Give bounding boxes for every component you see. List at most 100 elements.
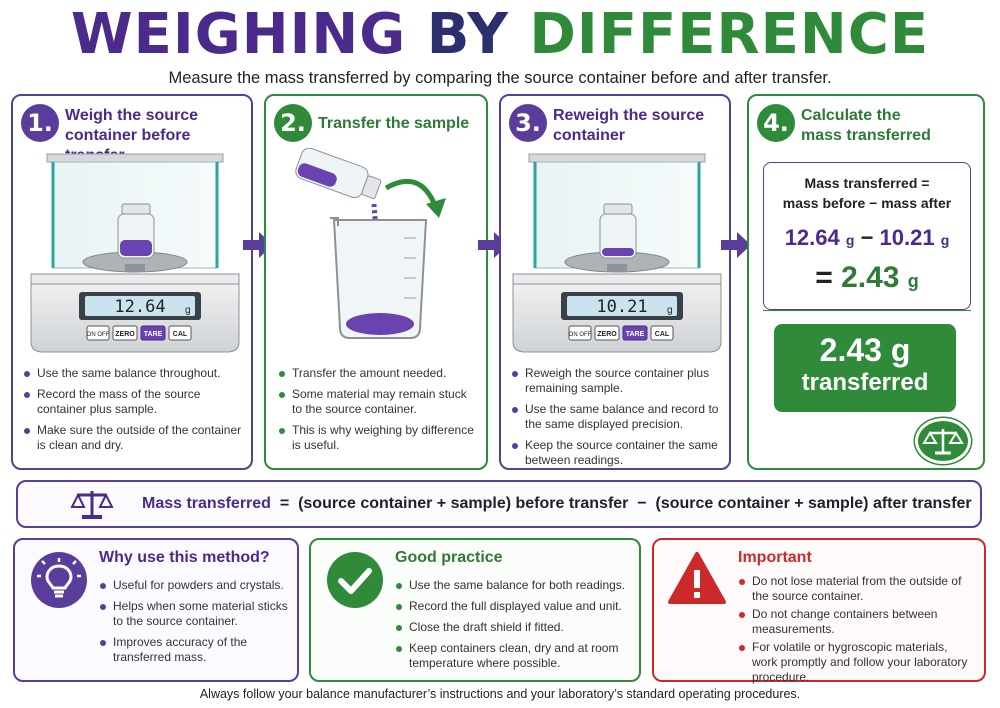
formula-after: (source container + sample) after transf… bbox=[655, 495, 972, 512]
calc-result-unit: g bbox=[907, 271, 919, 291]
why-panel: Why use this method? Useful for powders … bbox=[13, 538, 299, 682]
zero-button: ZERO bbox=[597, 331, 617, 338]
formula-minus: − bbox=[637, 495, 647, 512]
page-subtitle: Measure the mass transferred by comparin… bbox=[168, 69, 832, 87]
step-3-card: 3. Reweigh the source container 10.21 g … bbox=[499, 94, 731, 470]
title-word-3: DIFFERENCE bbox=[529, 2, 930, 67]
step-3-title-line1: Reweigh the source bbox=[553, 107, 705, 124]
step-4-title-line1: Calculate the bbox=[801, 107, 901, 124]
step-1-title-line1: Weigh the source bbox=[65, 107, 199, 124]
step-3-number: 3. bbox=[509, 104, 547, 142]
step-4-number: 4. bbox=[757, 104, 795, 142]
tare-button: TARE bbox=[144, 331, 163, 338]
list-item: Use the same balance for both readings. bbox=[395, 578, 631, 593]
result-label: transferred bbox=[801, 369, 929, 396]
list-item: Use the same balance and record to the s… bbox=[511, 402, 721, 432]
vial-icon bbox=[117, 203, 155, 259]
transfer-illustration bbox=[295, 148, 446, 339]
balance-scale-icon bbox=[70, 491, 114, 519]
balance-1-reading: 12.64 bbox=[114, 297, 165, 317]
arrow-right-icon bbox=[721, 232, 751, 258]
list-item: Improves accuracy of the transferred mas… bbox=[99, 635, 289, 665]
formula-equals: = bbox=[279, 495, 290, 512]
step-1-number: 1. bbox=[21, 104, 59, 142]
good-practice-title: Good practice bbox=[395, 549, 503, 566]
footer-note: Always follow your balance manufacturer’… bbox=[199, 687, 801, 701]
list-item: For volatile or hygroscopic materials, w… bbox=[738, 640, 976, 685]
list-item: Record the mass of the source container … bbox=[23, 387, 243, 417]
step-4-title: Calculate the mass transferred bbox=[801, 106, 977, 146]
step-1-card: 1. Weigh the source container before tra… bbox=[11, 94, 253, 470]
scale-icon bbox=[915, 418, 971, 464]
calc-unit: g bbox=[845, 232, 855, 248]
list-item: Some material may remain stuck to the so… bbox=[278, 387, 478, 417]
vial-icon bbox=[599, 203, 637, 259]
step-3-title: Reweigh the source container bbox=[553, 106, 723, 146]
list-item: Useful for powders and crystals. bbox=[99, 578, 289, 593]
why-title: Why use this method? bbox=[99, 549, 270, 566]
calc-label-line1: Mass transferred = bbox=[804, 175, 930, 191]
calc-after-value: 10.21 bbox=[879, 225, 935, 250]
result-badge: 2.43 g transferred bbox=[774, 324, 956, 412]
list-item: Make sure the outside of the container i… bbox=[23, 423, 243, 453]
list-item: Record the full displayed value and unit… bbox=[395, 599, 631, 614]
list-item: Helps when some material sticks to the s… bbox=[99, 599, 289, 629]
balance-3-unit: g bbox=[667, 305, 673, 316]
good-practice-panel: Good practice Use the same balance for b… bbox=[309, 538, 641, 682]
step-2-card: 2. Transfer the sample Transfer the amou… bbox=[264, 94, 488, 470]
list-item: Use the same balance throughout. bbox=[23, 366, 243, 381]
formula-bar: Mass transferred = (source container + s… bbox=[16, 480, 982, 528]
calculation-box: Mass transferred = mass before − mass af… bbox=[763, 162, 971, 310]
tilted-vial-icon bbox=[295, 148, 382, 199]
list-item: Reweigh the source container plus remain… bbox=[511, 366, 721, 396]
formula-label: Mass transferred bbox=[142, 495, 271, 512]
title-word-1: WEIGHING bbox=[70, 2, 407, 67]
result-value: 2.43 g bbox=[819, 332, 911, 368]
tare-button: TARE bbox=[626, 331, 645, 338]
calc-minus: − bbox=[860, 225, 874, 250]
step-4-title-line2: mass transferred bbox=[801, 127, 931, 144]
analytical-balance-illustration: 12.64 g ON OFF ZERO TARE CAL bbox=[30, 153, 240, 353]
title-word-2: BY bbox=[426, 2, 509, 67]
list-item: Keep containers clean, dry and at room t… bbox=[395, 641, 631, 671]
important-bullets: Do not lose material from the outside of… bbox=[738, 574, 976, 688]
why-bullets: Useful for powders and crystals. Helps w… bbox=[99, 578, 289, 671]
calc-equals: = bbox=[815, 261, 833, 294]
step-3-bullets: Reweigh the source container plus remain… bbox=[511, 366, 721, 474]
balance-1-unit: g bbox=[185, 305, 191, 316]
step-2-title: Transfer the sample bbox=[318, 115, 470, 132]
beaker-icon bbox=[330, 217, 428, 339]
calc-result-value: 2.43 bbox=[841, 261, 900, 294]
balance-3-reading: 10.21 bbox=[596, 297, 647, 317]
step-2-bullets: Transfer the amount needed. Some materia… bbox=[278, 366, 478, 459]
calc-before-value: 12.64 bbox=[784, 225, 840, 250]
calc-label-line2: mass before − mass after bbox=[782, 195, 952, 211]
step-2-number: 2. bbox=[274, 104, 312, 142]
checkmark-icon bbox=[327, 552, 383, 608]
on-off-button: ON OFF bbox=[569, 332, 592, 338]
list-item: Transfer the amount needed. bbox=[278, 366, 478, 381]
list-item: This is why weighing by difference is us… bbox=[278, 423, 478, 453]
analytical-balance-illustration: 10.21 g ON OFF ZERO TARE CAL bbox=[512, 153, 722, 353]
list-item: Do not change containers between measure… bbox=[738, 607, 976, 637]
list-item: Close the draft shield if fitted. bbox=[395, 620, 631, 635]
cal-button: CAL bbox=[173, 331, 188, 338]
calc-result: = 2.43 g bbox=[764, 261, 970, 295]
cal-button: CAL bbox=[655, 331, 670, 338]
formula-text: Mass transferred = (source container + s… bbox=[142, 495, 972, 513]
page-title: WEIGHING BY DIFFERENCE bbox=[0, 2, 1000, 68]
formula-before: (source container + sample) before trans… bbox=[298, 495, 629, 512]
calc-unit: g bbox=[940, 232, 950, 248]
step-1-bullets: Use the same balance throughout. Record … bbox=[23, 366, 243, 459]
on-off-button: ON OFF bbox=[87, 332, 110, 338]
step-3-title-line2: container bbox=[553, 127, 626, 144]
zero-button: ZERO bbox=[115, 331, 135, 338]
important-title: Important bbox=[738, 549, 812, 566]
important-panel: Important Do not lose material from the … bbox=[652, 538, 986, 684]
list-item: Keep the source container the same betwe… bbox=[511, 438, 721, 468]
calc-subtraction: 12.64 g − 10.21 g bbox=[764, 225, 970, 251]
lightbulb-icon bbox=[31, 552, 87, 608]
good-practice-bullets: Use the same balance for both readings. … bbox=[395, 578, 631, 677]
list-item: Do not lose material from the outside of… bbox=[738, 574, 976, 604]
step-4-card: 4. Calculate the mass transferred Mass t… bbox=[747, 94, 985, 470]
